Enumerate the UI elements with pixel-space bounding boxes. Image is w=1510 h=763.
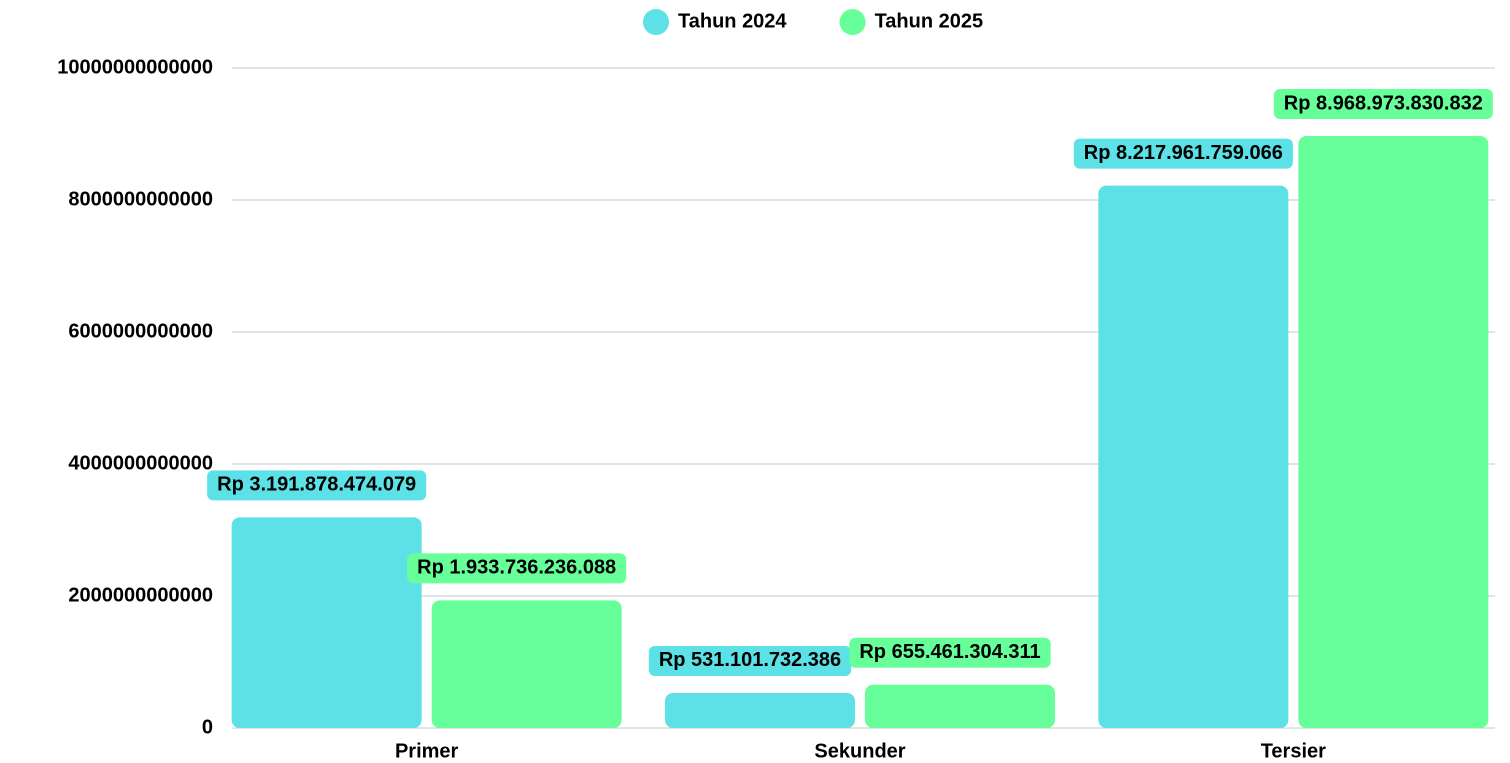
x-tick-label: Primer [395, 740, 459, 762]
y-tick-label: 6000000000000 [68, 320, 213, 342]
bar [1298, 136, 1488, 728]
bar [232, 517, 422, 728]
x-tick-label: Sekunder [814, 740, 905, 762]
legend-label: Tahun 2025 [875, 10, 984, 32]
value-label: Rp 3.191.878.474.079 [217, 474, 416, 496]
legend-swatch [840, 9, 866, 35]
value-label: Rp 8.217.961.759.066 [1084, 142, 1283, 164]
bar [665, 693, 855, 728]
legend-swatch [643, 9, 669, 35]
y-tick-label: 0 [202, 716, 213, 738]
value-label: Rp 655.461.304.311 [859, 641, 1040, 663]
legend-label: Tahun 2024 [678, 10, 787, 32]
y-tick-label: 10000000000000 [57, 56, 213, 78]
y-tick-label: 8000000000000 [68, 188, 213, 210]
bar [865, 685, 1055, 728]
y-tick-label: 4000000000000 [68, 452, 213, 474]
value-label: Rp 531.101.732.386 [659, 649, 841, 671]
value-label: Rp 1.933.736.236.088 [417, 557, 616, 579]
x-tick-label: Tersier [1261, 740, 1326, 762]
y-tick-label: 2000000000000 [68, 584, 213, 606]
bar [1098, 186, 1288, 728]
chart: 0 2000000000000 4000000000000 6000000000000… [0, 0, 1510, 763]
bar [432, 600, 622, 728]
value-label: Rp 8.968.973.830.832 [1284, 92, 1483, 114]
